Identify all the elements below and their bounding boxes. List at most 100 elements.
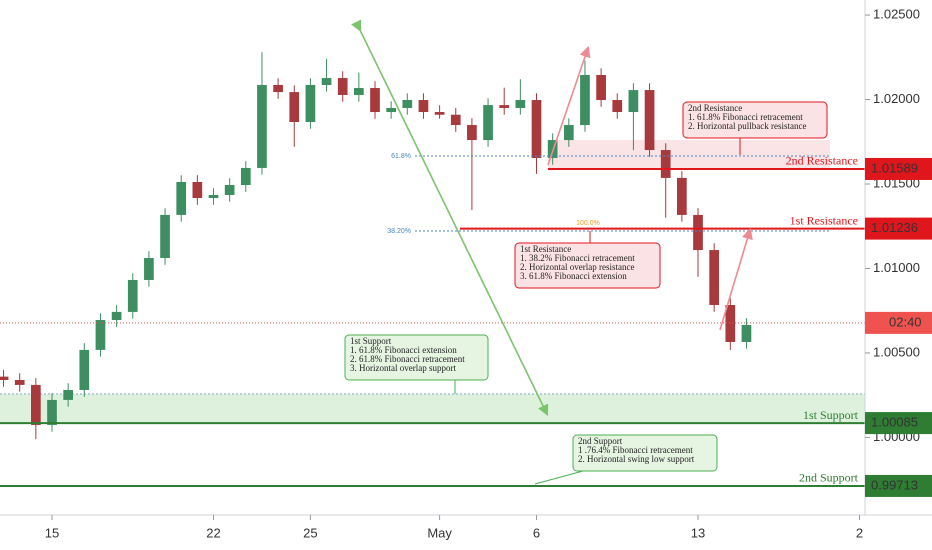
candle-body bbox=[354, 88, 364, 95]
x-tick-label: 13 bbox=[691, 525, 705, 540]
note-item: 3. 61.8% Fibonacci extension bbox=[520, 271, 627, 281]
fib-label: 61.8% bbox=[391, 153, 411, 160]
candle-body bbox=[305, 84, 316, 122]
candle-body bbox=[612, 100, 623, 113]
candle-body bbox=[370, 88, 380, 113]
candle-body bbox=[725, 304, 736, 342]
candle-body bbox=[144, 258, 154, 280]
x-tick-label: 15 bbox=[45, 525, 59, 540]
candle-body bbox=[192, 181, 203, 199]
y-tick-label: 1.00500 bbox=[873, 344, 920, 359]
note-box bbox=[682, 101, 828, 139]
note-box bbox=[572, 434, 718, 472]
current-price-label: 02:40 bbox=[889, 314, 922, 329]
candle-body bbox=[321, 78, 332, 85]
candle-body bbox=[402, 100, 413, 108]
candle-body bbox=[677, 177, 687, 215]
projection-arrow bbox=[547, 45, 591, 166]
note-box bbox=[514, 242, 661, 289]
candle-body bbox=[563, 125, 574, 141]
level-name: 1st Resistance bbox=[790, 213, 858, 227]
note-item: 1 .76.4% Fibonacci retracement bbox=[578, 445, 693, 455]
candle-body bbox=[208, 194, 219, 199]
note-item: 2. 61.8% Fibonacci retracement bbox=[350, 354, 465, 364]
level-name: 2nd Resistance bbox=[786, 154, 858, 168]
candle-body bbox=[111, 311, 122, 321]
candle-body bbox=[240, 167, 251, 186]
level-price-box bbox=[865, 157, 932, 180]
candle-body bbox=[79, 349, 90, 390]
candle-body bbox=[224, 185, 235, 195]
candle-body bbox=[386, 107, 397, 113]
candle-body bbox=[160, 214, 170, 259]
y-tick-label: 1.01000 bbox=[873, 260, 920, 275]
candle-body bbox=[596, 75, 606, 101]
note-item: 3. Horizontal overlap support bbox=[350, 363, 456, 373]
candle-body bbox=[14, 379, 25, 385]
note-title: 2nd Support bbox=[578, 436, 623, 446]
candle-body bbox=[499, 105, 510, 108]
y-tick-label: 1.02000 bbox=[873, 91, 920, 106]
note-item: 2. Horizontal swing low support bbox=[578, 454, 695, 464]
x-tick-label: May bbox=[427, 525, 452, 540]
note-item: 1. 38.2% Fibonacci retracement bbox=[520, 253, 635, 263]
candle-body bbox=[450, 114, 461, 126]
candle-body bbox=[337, 78, 348, 95]
candle-body bbox=[434, 112, 445, 115]
candle-body bbox=[47, 399, 57, 425]
candle-body bbox=[515, 100, 526, 108]
level-price-label: 0.99713 bbox=[871, 477, 918, 492]
note-item: 2. Horizontal overlap resistance bbox=[520, 262, 634, 272]
x-tick-label: 2 bbox=[856, 525, 863, 540]
candle-body bbox=[289, 92, 300, 122]
zone bbox=[548, 140, 830, 169]
candle-body bbox=[31, 384, 41, 425]
candle-body bbox=[257, 84, 267, 168]
level-price-label: 1.00085 bbox=[871, 415, 918, 430]
candle-body bbox=[95, 320, 106, 350]
note-title: 1st Support bbox=[350, 336, 392, 346]
candle-body bbox=[693, 214, 703, 251]
y-tick-label: 1.02500 bbox=[873, 6, 920, 21]
candle-body bbox=[0, 376, 9, 380]
note-item: 1. 61.8% Fibonacci extension bbox=[350, 345, 457, 355]
candle-body bbox=[127, 279, 138, 312]
candle-body bbox=[580, 75, 590, 126]
candle-body bbox=[467, 125, 477, 141]
x-tick-label: 25 bbox=[303, 525, 317, 540]
projection-arrow bbox=[351, 19, 549, 417]
note-item: 2. Horizontal pullback resistance bbox=[688, 121, 806, 131]
candle-body bbox=[628, 90, 639, 113]
level-price-box bbox=[865, 474, 932, 497]
note-title: 2nd Resistance bbox=[688, 103, 742, 113]
candle-body bbox=[741, 324, 752, 342]
projection-arrow bbox=[719, 227, 753, 331]
candle-body bbox=[63, 389, 73, 400]
note-pointer bbox=[534, 470, 584, 485]
candle-body bbox=[644, 90, 655, 151]
x-tick-label: 6 bbox=[533, 525, 540, 540]
fib-label: 38.20% bbox=[387, 228, 411, 235]
x-tick-label: 22 bbox=[206, 525, 220, 540]
level-name: 2nd Support bbox=[799, 471, 859, 485]
level-price-label: 1.01236 bbox=[871, 220, 918, 235]
candle-body bbox=[418, 100, 429, 113]
candle-body bbox=[483, 105, 493, 141]
current-price-box bbox=[865, 311, 932, 334]
note-box bbox=[344, 334, 489, 381]
zone bbox=[0, 394, 865, 424]
level-name: 1st Support bbox=[803, 408, 859, 422]
note-item: 1. 61.8% Fibonacci retracement bbox=[688, 112, 803, 122]
candle-body bbox=[176, 181, 187, 215]
candle-body bbox=[273, 84, 283, 93]
note-title: 1st Resistance bbox=[520, 244, 571, 254]
candle-body bbox=[660, 150, 671, 178]
fib-label: 100.0% bbox=[576, 220, 600, 227]
level-price-box bbox=[865, 412, 932, 435]
candle-body bbox=[709, 250, 720, 305]
level-price-box bbox=[865, 217, 932, 240]
candle-body bbox=[531, 100, 542, 158]
level-price-label: 1.01589 bbox=[871, 160, 918, 175]
